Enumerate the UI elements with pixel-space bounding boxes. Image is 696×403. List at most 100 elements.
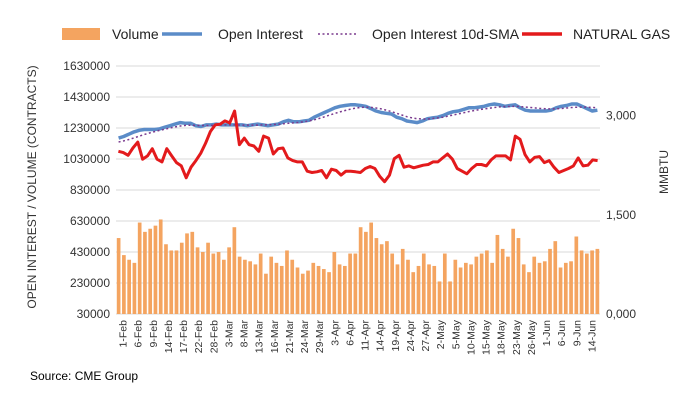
volume-bar xyxy=(400,248,405,314)
volume-bar xyxy=(211,253,216,314)
left-tick-label: 430000 xyxy=(70,245,110,259)
volume-bar xyxy=(364,231,368,314)
volume-bar xyxy=(406,259,410,314)
volume-bar xyxy=(190,231,195,314)
left-tick-label: 230000 xyxy=(70,276,110,290)
natural-gas-line xyxy=(118,109,598,184)
volume-bars xyxy=(116,219,600,314)
open-interest-line xyxy=(118,102,598,140)
x-tick-label: 6-Jun xyxy=(556,320,568,346)
volume-bar xyxy=(448,281,452,314)
volume-bar xyxy=(506,256,510,314)
volume-bar xyxy=(164,244,168,314)
volume-bar xyxy=(153,225,158,314)
volume-bar xyxy=(590,250,594,314)
x-tick-label: 21-Mar xyxy=(284,320,296,354)
x-tick-label: 5-May xyxy=(450,319,462,349)
oi-sma-line xyxy=(118,105,598,143)
volume-bar xyxy=(495,234,500,314)
x-tick-label: 16-Mar xyxy=(269,320,281,354)
volume-bar xyxy=(253,264,258,314)
volume-bar xyxy=(290,259,295,314)
right-tick-label: 3,000 xyxy=(606,109,636,123)
left-axis-title: OPEN INTEREST / VOLUME (CONTRACTS) xyxy=(25,65,39,308)
x-tick-label: 9-Jun xyxy=(571,320,583,346)
volume-bar xyxy=(174,250,179,314)
x-tick-label: 14-Feb xyxy=(163,320,175,353)
volume-bar xyxy=(243,259,247,314)
volume-bar xyxy=(311,262,316,314)
volume-bar xyxy=(574,236,579,314)
volume-bar xyxy=(437,281,442,314)
volume-bar xyxy=(595,248,600,314)
x-tick-label: 27-Apr xyxy=(420,319,432,351)
left-tick-label: 830000 xyxy=(70,183,110,197)
volume-bar xyxy=(285,250,289,314)
volume-bar xyxy=(264,273,268,314)
right-tick-label: 1,500 xyxy=(606,208,636,222)
x-tick-label: 28-Feb xyxy=(208,320,220,353)
x-tick-label: 9-Feb xyxy=(148,320,160,348)
volume-bar xyxy=(485,250,489,314)
x-tick-label: 22-Feb xyxy=(193,320,205,353)
volume-bar xyxy=(200,252,205,314)
volume-bar xyxy=(490,262,494,314)
x-tick-label: 23-May xyxy=(511,319,523,355)
series-lines xyxy=(118,102,598,184)
x-tick-label: 14-Apr xyxy=(375,319,387,351)
legend-volume-label: Volume xyxy=(112,26,159,42)
volume-bar xyxy=(343,265,347,314)
volume-bar xyxy=(458,267,463,314)
volume-bar xyxy=(558,267,563,314)
volume-bar xyxy=(195,247,200,314)
volume-bar xyxy=(585,253,589,314)
x-tick-label: 3-Apr xyxy=(329,320,341,346)
volume-bar xyxy=(411,272,416,314)
volume-bar xyxy=(579,250,584,314)
x-tick-label: 2-May xyxy=(435,319,447,349)
volume-bar xyxy=(395,264,400,314)
left-tick-label: 630000 xyxy=(70,214,110,228)
left-tick-label: 30000 xyxy=(77,307,111,321)
volume-bar xyxy=(385,241,389,314)
volume-bar xyxy=(143,231,147,314)
volume-bar xyxy=(569,261,573,314)
x-tick-label: 24-Mar xyxy=(299,320,311,354)
volume-bar xyxy=(542,261,547,314)
volume-bar xyxy=(464,262,468,314)
volume-bar xyxy=(132,262,137,314)
x-tick-label: 11-Apr xyxy=(360,320,372,351)
volume-bar xyxy=(216,252,221,314)
volume-bar xyxy=(327,272,331,314)
x-tick-label: 18-May xyxy=(496,319,508,355)
volume-bar xyxy=(516,238,521,314)
volume-bar xyxy=(532,256,537,314)
volume-bar xyxy=(258,253,263,314)
volume-bar xyxy=(511,228,516,314)
volume-bar xyxy=(306,270,310,314)
legend-oi-sma-label: Open Interest 10d-SMA xyxy=(372,26,520,42)
volume-bar xyxy=(116,238,121,314)
volume-bar xyxy=(137,222,142,314)
volume-bar xyxy=(279,265,284,314)
volume-bar xyxy=(179,242,184,314)
volume-bar xyxy=(222,259,226,314)
x-tick-label: 14-Jun xyxy=(586,320,598,352)
volume-bar xyxy=(432,265,437,314)
volume-bar xyxy=(553,241,558,314)
x-axis-ticks: 1-Feb 6-Feb 9-Feb 14-Feb 17-Feb 22-Feb 28-Feb 3… xyxy=(118,319,599,355)
x-tick-label: 24-Apr xyxy=(405,319,417,351)
volume-bar xyxy=(369,222,373,314)
legend: Volume Open Interest Open Interest 10d-S… xyxy=(62,26,670,42)
x-tick-label: 3-Mar xyxy=(223,319,235,347)
x-tick-label: 17-Feb xyxy=(178,320,190,353)
volume-bar xyxy=(474,256,479,314)
left-axis-ticks: 1630000 1430000 1230000 1030000 830000 630000… xyxy=(63,59,110,321)
volume-bar xyxy=(348,253,352,314)
volume-bar xyxy=(269,256,274,314)
legend-natural-gas-label: NATURAL GAS xyxy=(573,26,670,42)
volume-bar xyxy=(232,227,237,314)
volume-bar xyxy=(122,255,126,314)
x-tick-label: 26-May xyxy=(526,319,538,355)
volume-bar xyxy=(548,248,552,314)
